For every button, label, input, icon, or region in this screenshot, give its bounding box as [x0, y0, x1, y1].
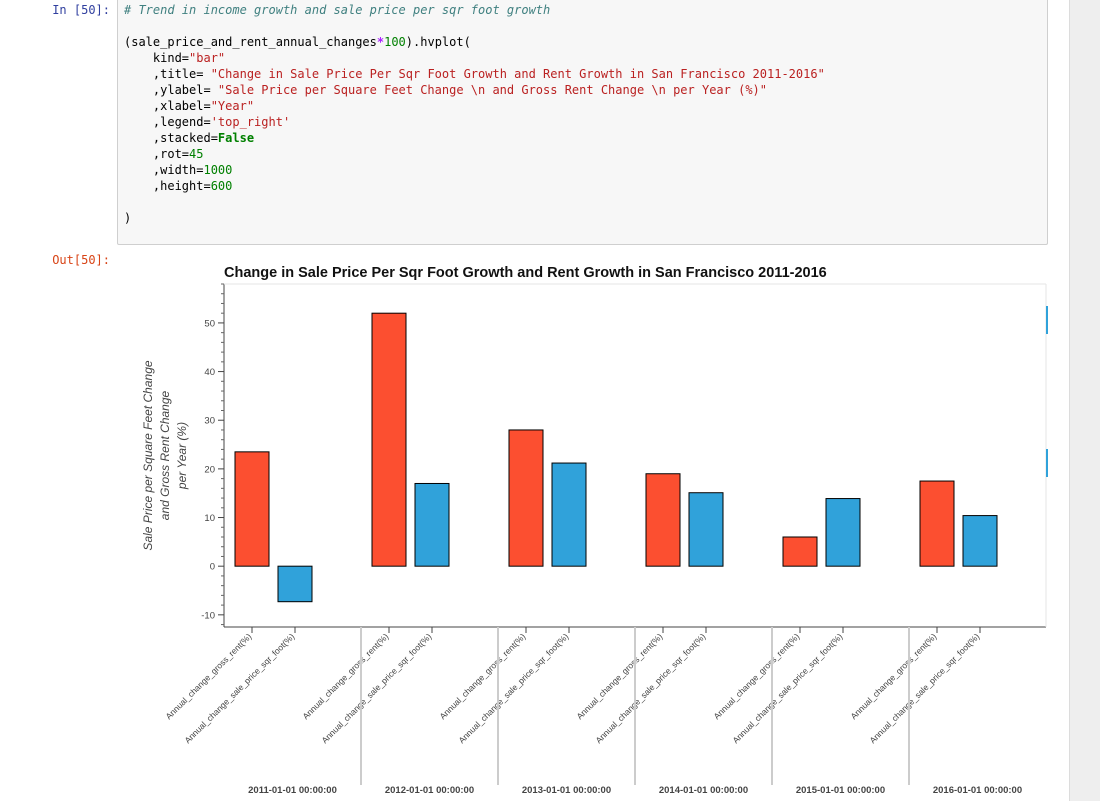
- y-axis-label: Sale Price per Square Feet Change: [141, 360, 155, 550]
- code-line: kind="bar": [124, 51, 226, 65]
- code-line: ,ylabel= "Sale Price per Square Feet Cha…: [124, 83, 767, 97]
- code-line: ,stacked=False: [124, 131, 255, 145]
- bar: [688, 492, 724, 567]
- bar: [508, 429, 544, 567]
- code-line: ,title= "Change in Sale Price Per Sqr Fo…: [124, 67, 825, 81]
- x-tick-label: Annual_change_gross_rent(%): [300, 631, 390, 721]
- bar: [645, 473, 681, 567]
- x-tick-label: Annual_change_gross_rent(%): [574, 631, 664, 721]
- code-editor[interactable]: # Trend in income growth and sale price …: [124, 2, 825, 226]
- y-tick-label: 30: [204, 416, 215, 427]
- bar: [277, 565, 313, 603]
- x-tick-label: Annual_change_gross_rent(%): [163, 631, 253, 721]
- chart-output: Change in Sale Price Per Sqr Foot Growth…: [117, 255, 1057, 801]
- y-tick-label: 0: [210, 562, 215, 573]
- bar: [825, 498, 861, 567]
- y-tick-label: 40: [204, 367, 215, 378]
- bar: [962, 515, 998, 567]
- output-prompt: Out[50]:: [52, 253, 110, 267]
- y-axis-label: per Year (%): [175, 422, 189, 490]
- code-line: ,rot=45: [124, 147, 204, 161]
- x-category-label: 2015-01-01 00:00:00: [796, 785, 885, 796]
- input-prompt: In [50]:: [52, 3, 110, 17]
- scrollbar-gutter[interactable]: [1070, 0, 1100, 801]
- legend-swatch-edge: [1046, 306, 1048, 334]
- bar: [782, 536, 818, 567]
- y-tick-label: 50: [204, 318, 215, 329]
- legend-swatch-edge: [1046, 449, 1048, 477]
- code-line: ,width=1000: [124, 163, 233, 177]
- y-tick-label: -10: [201, 610, 215, 621]
- bar: [919, 480, 955, 567]
- chart-title: Change in Sale Price Per Sqr Foot Growth…: [224, 265, 827, 281]
- code-line: ,legend='top_right': [124, 115, 291, 129]
- bar: [414, 482, 450, 567]
- y-tick-label: 20: [204, 464, 215, 475]
- x-category-label: 2012-01-01 00:00:00: [385, 785, 474, 796]
- bar-chart: Change in Sale Price Per Sqr Foot Growth…: [141, 265, 1048, 796]
- code-input-area[interactable]: # Trend in income growth and sale price …: [117, 0, 1048, 245]
- x-category-label: 2011-01-01 00:00:00: [248, 785, 337, 796]
- code-line: ,height=600: [124, 179, 233, 193]
- x-tick-label: Annual_change_gross_rent(%): [711, 631, 801, 721]
- code-line: # Trend in income growth and sale price …: [124, 3, 551, 17]
- code-line: ,xlabel="Year": [124, 99, 255, 113]
- y-axis-label: and Gross Rent Change: [158, 390, 172, 520]
- code-line: (sale_price_and_rent_annual_changes*100)…: [124, 35, 471, 49]
- bar: [371, 312, 407, 567]
- code-line: [124, 194, 825, 210]
- bar: [551, 462, 587, 567]
- bar: [234, 451, 270, 567]
- scrollbar-border: [1069, 0, 1070, 801]
- x-category-label: 2013-01-01 00:00:00: [522, 785, 611, 796]
- x-tick-label: Annual_change_gross_rent(%): [848, 631, 938, 721]
- y-tick-label: 10: [204, 513, 215, 524]
- x-category-label: 2014-01-01 00:00:00: [659, 785, 748, 796]
- code-line: ): [124, 211, 132, 225]
- code-line: [124, 18, 825, 34]
- x-category-label: 2016-01-01 00:00:00: [933, 785, 1022, 796]
- x-tick-label: Annual_change_gross_rent(%): [437, 631, 527, 721]
